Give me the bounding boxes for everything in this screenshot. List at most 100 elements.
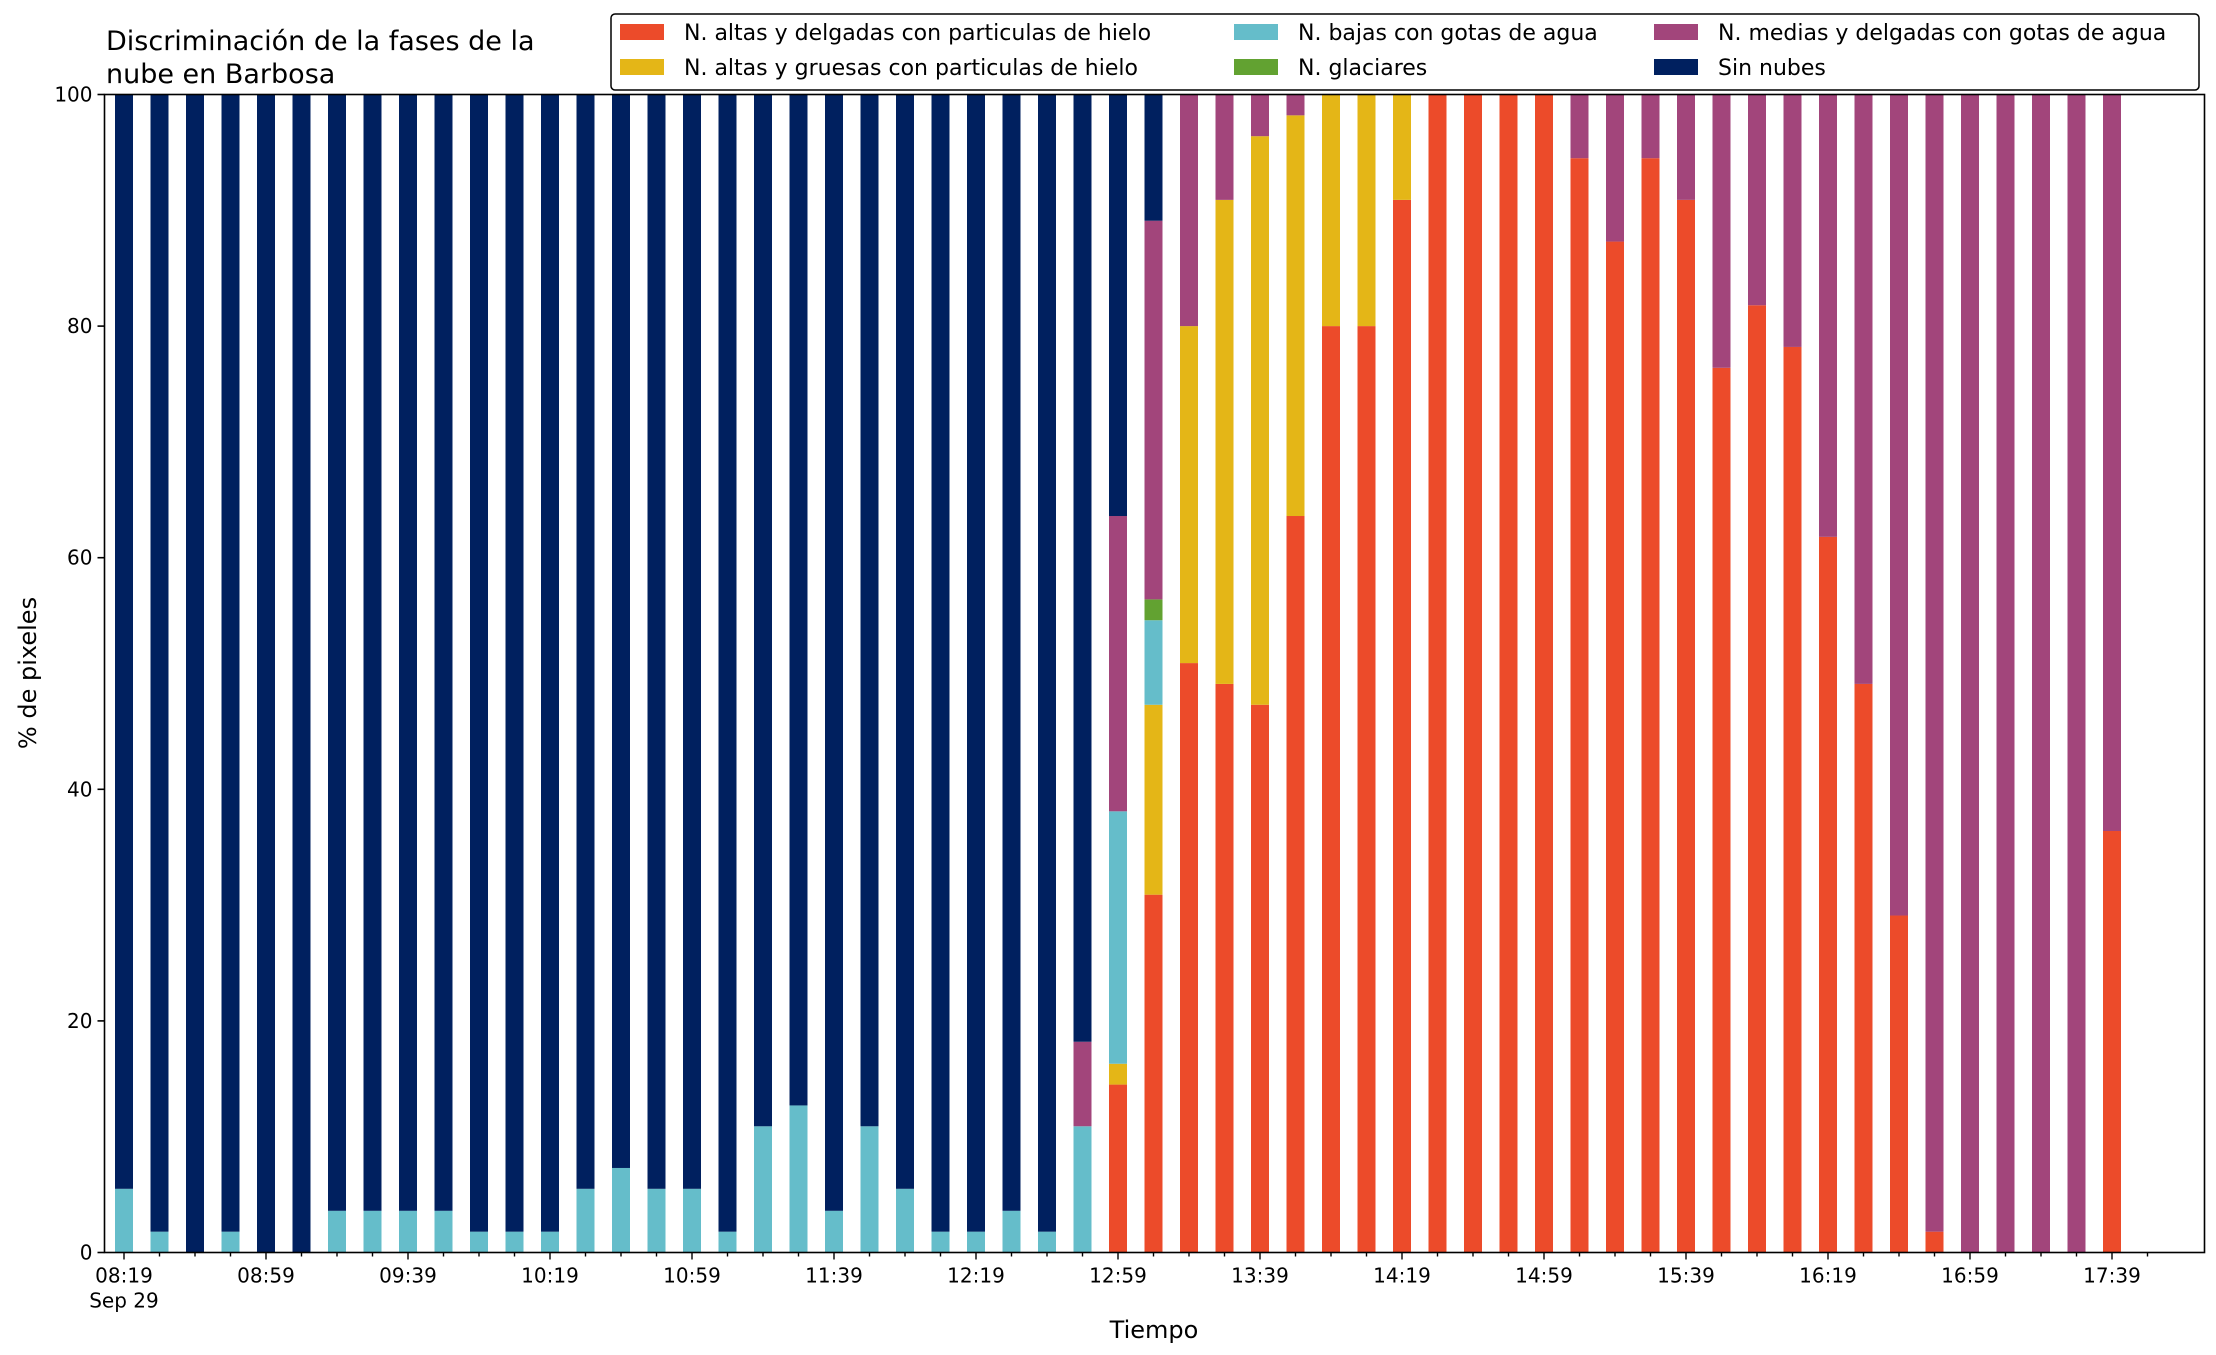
bar-segment-s0-35 bbox=[1357, 326, 1376, 1253]
bar-segment-s5-12 bbox=[541, 94, 559, 1232]
bar-segment-s5-0 bbox=[115, 94, 133, 1189]
bar-segment-s1-29 bbox=[1144, 704, 1163, 895]
bar-segment-s2-20 bbox=[825, 1210, 843, 1253]
bar-segment-s5-1 bbox=[150, 94, 169, 1232]
bar-segment-s4-41 bbox=[1570, 94, 1589, 159]
bar-segment-s4-48 bbox=[1819, 94, 1837, 537]
plot-frame bbox=[103, 93, 2206, 1254]
bar-segment-s1-35 bbox=[1357, 94, 1376, 327]
bar-segment-s0-37 bbox=[1428, 94, 1447, 1253]
bar-segment-s2-15 bbox=[647, 1188, 666, 1253]
legend-swatch-1 bbox=[620, 59, 664, 75]
bar-segment-s5-8 bbox=[399, 94, 417, 1211]
bar-segment-s5-11 bbox=[505, 94, 524, 1232]
bar-segment-s5-20 bbox=[825, 94, 843, 1211]
bar-segment-s5-25 bbox=[1002, 94, 1021, 1211]
bar-segment-s5-21 bbox=[860, 94, 879, 1127]
bar-segment-s4-27 bbox=[1073, 1041, 1092, 1127]
bar-segment-s2-24 bbox=[967, 1231, 985, 1253]
bar-segment-s0-50 bbox=[1890, 915, 1908, 1253]
bar-segment-s0-49 bbox=[1854, 683, 1873, 1253]
bar-segment-s0-39 bbox=[1499, 94, 1518, 1253]
bar-segment-s0-41 bbox=[1570, 158, 1589, 1253]
x-tick-label-13: 16:59 bbox=[1941, 1264, 1999, 1288]
legend-label-4: N. medias y delgadas con gotas de agua bbox=[1718, 21, 2166, 46]
x-tick-label-3: 10:19 bbox=[521, 1264, 579, 1288]
bar-segment-s2-1 bbox=[150, 1231, 169, 1253]
bar-segment-s0-45 bbox=[1712, 367, 1731, 1253]
bar-segment-s2-27 bbox=[1073, 1126, 1092, 1253]
bar-segment-s2-23 bbox=[931, 1231, 950, 1253]
x-tick-label-14: 17:39 bbox=[2083, 1264, 2141, 1288]
bar-segment-s4-28 bbox=[1109, 516, 1127, 812]
x-axis: 08:19 08:59 09:39 10:19 10:59 11:39 12:19 12:59… bbox=[89, 1252, 2149, 1313]
bar-segment-s2-26 bbox=[1038, 1231, 1056, 1253]
legend-swatch-0 bbox=[620, 24, 664, 40]
x-tick-label-11: 15:39 bbox=[1657, 1264, 1715, 1288]
bar-segment-s1-30 bbox=[1180, 326, 1198, 664]
y-tick-label-0: 0 bbox=[80, 1241, 93, 1265]
bar-segment-s0-44 bbox=[1677, 199, 1695, 1253]
bars-layer bbox=[115, 94, 2121, 1253]
bar-segment-s0-32 bbox=[1251, 704, 1269, 1253]
bar-segment-s5-2 bbox=[186, 94, 204, 1253]
bar-segment-s3-29 bbox=[1144, 599, 1163, 621]
legend-swatch-2 bbox=[1234, 24, 1278, 40]
bar-segment-s0-36 bbox=[1393, 199, 1411, 1253]
bar-segment-s2-13 bbox=[576, 1188, 595, 1253]
bar-segment-s0-51 bbox=[1925, 1231, 1944, 1253]
bar-segment-s4-33 bbox=[1286, 94, 1305, 116]
bar-segment-s4-53 bbox=[1996, 94, 2015, 1253]
bar-segment-s5-23 bbox=[931, 94, 950, 1232]
bar-segment-s5-13 bbox=[576, 94, 595, 1189]
bar-segment-s1-33 bbox=[1286, 115, 1305, 517]
y-tick-label-100: 100 bbox=[54, 83, 92, 107]
bar-segment-s0-30 bbox=[1180, 663, 1198, 1253]
y-axis-label: % de pixeles bbox=[14, 597, 42, 749]
legend-swatch-5 bbox=[1654, 59, 1698, 75]
bar-segment-s4-29 bbox=[1144, 220, 1163, 600]
bar-segment-s5-29 bbox=[1144, 94, 1163, 221]
bar-segment-s5-24 bbox=[967, 94, 985, 1232]
bar-segment-s2-22 bbox=[896, 1188, 914, 1253]
bar-segment-s4-32 bbox=[1251, 94, 1269, 137]
bar-segment-s4-55 bbox=[2067, 94, 2086, 1253]
bar-segment-s4-30 bbox=[1180, 94, 1198, 327]
bar-segment-s0-56 bbox=[2103, 830, 2121, 1253]
bar-segment-s4-42 bbox=[1606, 94, 1624, 242]
bar-segment-s0-38 bbox=[1464, 94, 1482, 1253]
bar-segment-s2-17 bbox=[718, 1231, 737, 1253]
bar-segment-s0-48 bbox=[1819, 536, 1837, 1253]
bar-segment-s5-15 bbox=[647, 94, 666, 1189]
bar-segment-s1-34 bbox=[1322, 94, 1340, 327]
legend-box bbox=[610, 13, 2200, 91]
x-tick-label-8: 13:39 bbox=[1231, 1264, 1289, 1288]
x-tick-label-7: 12:59 bbox=[1089, 1264, 1147, 1288]
bar-segment-s2-8 bbox=[399, 1210, 417, 1253]
bar-segment-s2-18 bbox=[754, 1126, 772, 1253]
x-tick-label-9: 14:19 bbox=[1373, 1264, 1431, 1288]
bar-segment-s2-10 bbox=[470, 1231, 488, 1253]
bar-segment-s2-28 bbox=[1109, 811, 1127, 1064]
legend-label-3: N. glaciares bbox=[1298, 56, 1427, 81]
bar-segment-s5-6 bbox=[328, 94, 346, 1211]
x-tick-label-5: 11:39 bbox=[805, 1264, 863, 1288]
legend-label-2: N. bajas con gotas de agua bbox=[1298, 21, 1598, 46]
bar-segment-s4-52 bbox=[1961, 94, 1979, 1253]
legend: N. altas y delgadas con particulas de hi… bbox=[610, 13, 2200, 91]
bar-segment-s5-7 bbox=[363, 94, 382, 1211]
bar-segment-s2-11 bbox=[505, 1231, 524, 1253]
bar-segment-s2-3 bbox=[221, 1231, 240, 1253]
bar-segment-s5-17 bbox=[718, 94, 737, 1232]
x-tick-label-0: 08:19 bbox=[95, 1264, 153, 1288]
x-tick-label-12: 16:19 bbox=[1799, 1264, 1857, 1288]
bar-segment-s4-44 bbox=[1677, 94, 1695, 200]
bar-segment-s2-21 bbox=[860, 1126, 879, 1253]
bar-segment-s5-27 bbox=[1073, 94, 1092, 1042]
legend-swatch-3 bbox=[1234, 59, 1278, 75]
bar-segment-s2-25 bbox=[1002, 1210, 1021, 1253]
bar-segment-s0-40 bbox=[1535, 94, 1553, 1253]
bar-segment-s4-54 bbox=[2032, 94, 2050, 1253]
bar-segment-s2-9 bbox=[434, 1210, 453, 1253]
